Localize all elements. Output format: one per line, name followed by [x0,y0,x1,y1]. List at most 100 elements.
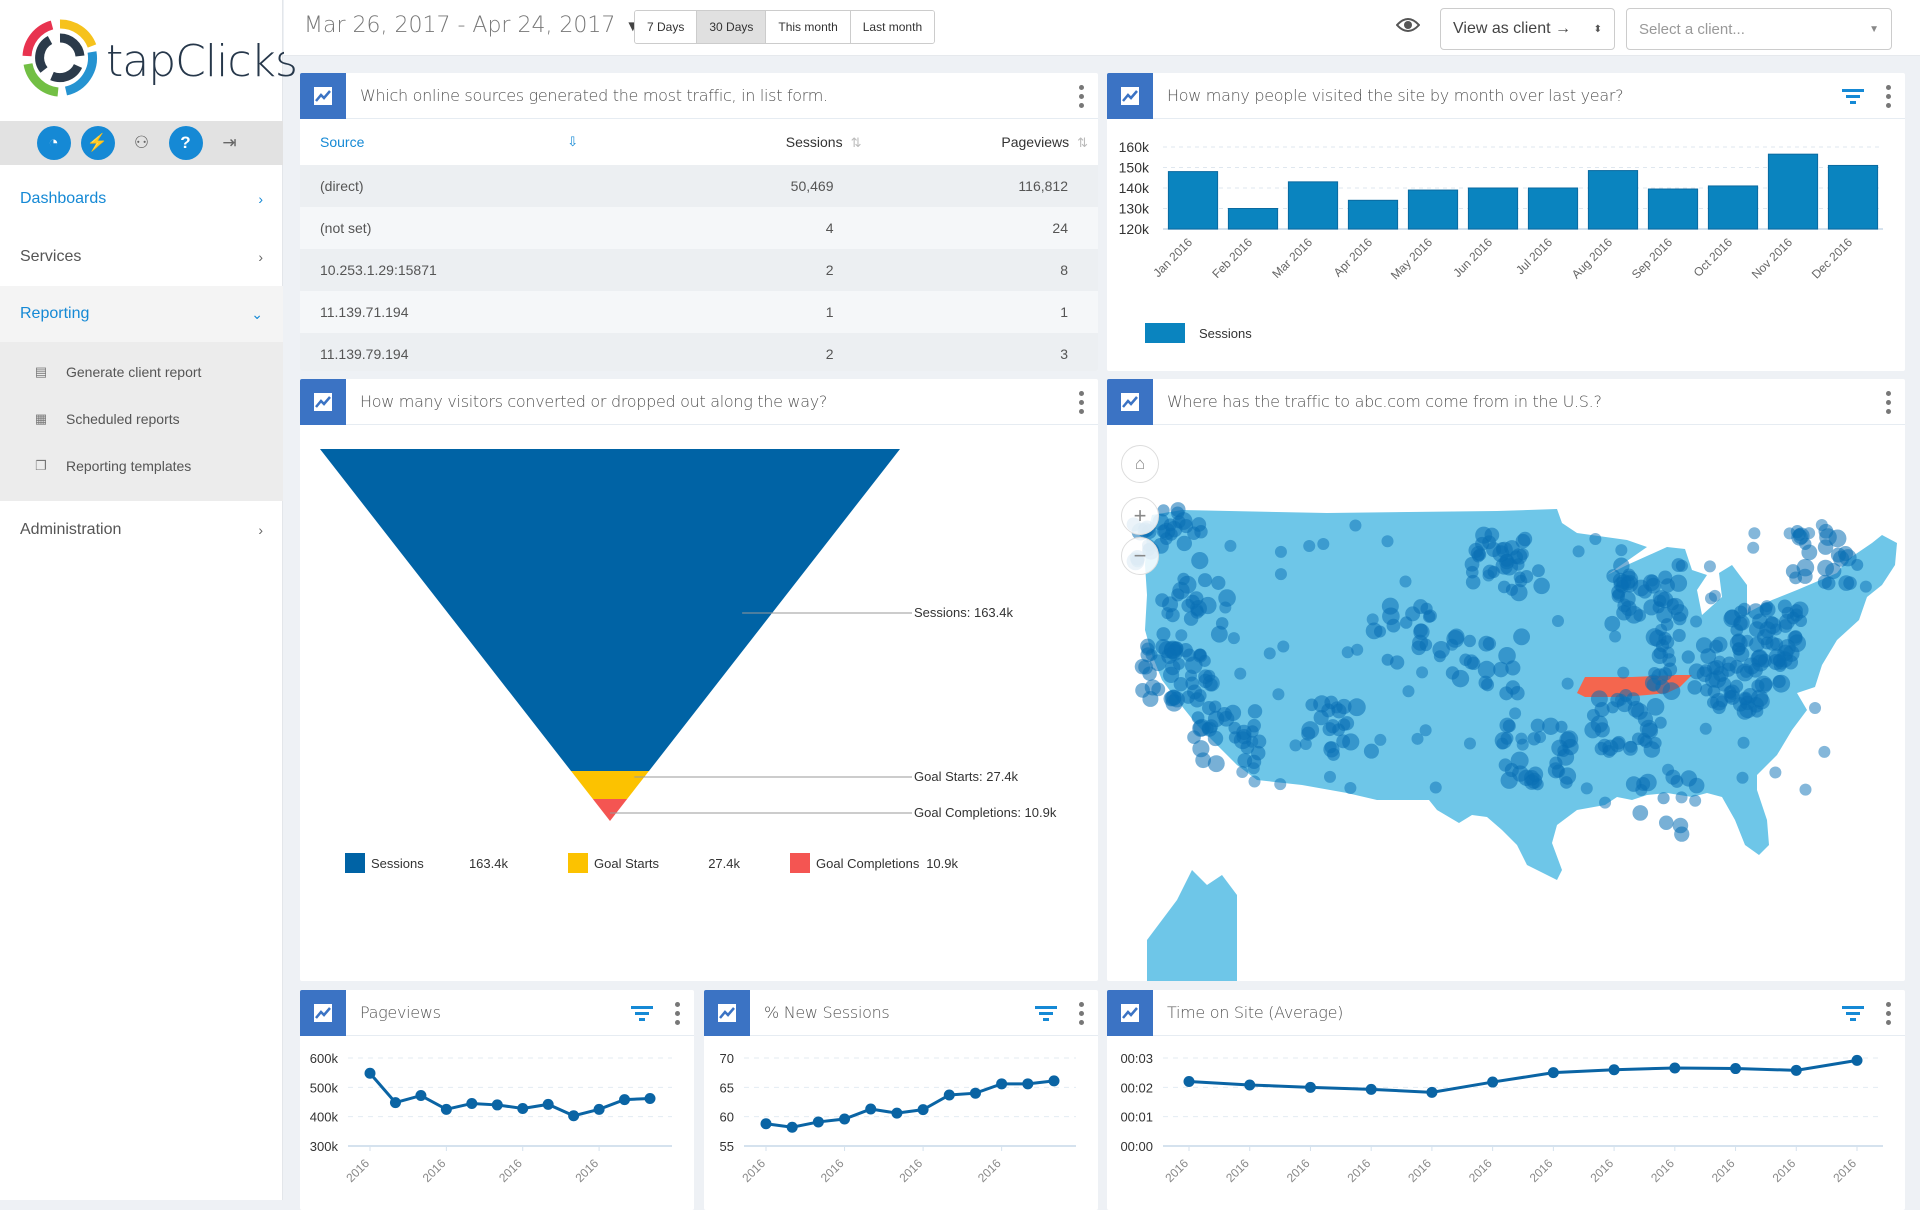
traffic-dot [1818,745,1831,758]
more-options-icon[interactable] [1079,84,1084,108]
sidebar-item-administration[interactable]: Administration › [0,501,283,559]
traffic-dot [1533,577,1550,595]
traffic-dot [1615,544,1628,557]
traffic-dot [1344,782,1357,795]
traffic-dot [1517,531,1533,547]
traffic-dot [1138,659,1154,675]
view-as-select[interactable]: View as client → ⬍ [1440,8,1615,50]
logout-icon[interactable]: ⇥ [222,133,237,152]
traffic-dot [1809,701,1822,714]
traffic-dot [1817,539,1834,555]
sidebar-item-reporting-templates[interactable]: ❐ Reporting templates [0,442,283,489]
trend-chart-icon [1107,379,1153,425]
preset-30-days-button[interactable]: 30 Days [697,11,767,43]
traffic-dot [1250,745,1266,761]
map-zoom-out-button[interactable]: − [1121,537,1159,575]
date-range-picker[interactable]: Mar 26, 2017 - Apr 24, 2017 ▼ [304,13,640,38]
traffic-dot [1277,640,1290,653]
plug-icon[interactable]: ⚡ [80,126,115,160]
filter-icon[interactable] [1842,88,1864,104]
sidebar-item-services[interactable]: Services › [0,228,283,286]
traffic-dot [1193,718,1211,737]
traffic-dot [1715,695,1728,708]
traffic-dot [1747,541,1760,554]
traffic-dot [1337,718,1351,732]
preset-this-month-button[interactable]: This month [766,11,851,43]
traffic-dot [1662,646,1675,659]
y-tick-label: 00:03 [1120,1051,1153,1066]
sidebar-item-label: Generate client report [66,363,202,380]
traffic-dot [1493,661,1509,678]
traffic-dot [1817,559,1834,577]
traffic-dot [1700,683,1713,697]
data-point [644,1092,656,1104]
sort-icon[interactable]: ⇅ [1077,134,1088,150]
more-options-icon[interactable] [1886,1001,1891,1025]
legend-swatch [1145,323,1185,343]
column-header-source[interactable]: Source ⇩ [320,134,579,150]
traffic-dot [1672,817,1689,834]
filter-icon[interactable] [631,1005,653,1021]
sort-desc-icon[interactable]: ⇩ [567,134,579,149]
cell-source: 11.139.79.194 [300,333,669,371]
traffic-dot [1760,600,1773,613]
data-point [786,1121,798,1133]
traffic-dot [1754,675,1773,694]
map-zoom-in-button[interactable]: + [1121,497,1159,535]
filter-icon[interactable] [1035,1005,1057,1021]
user-settings-icon[interactable]: ⚇ [133,133,150,152]
table-row[interactable]: 10.253.1.29:15871 2 8 [300,249,1098,291]
more-options-icon[interactable] [1886,390,1891,414]
y-tick-label: 120k [1119,221,1150,237]
traffic-dot [1750,649,1768,668]
filter-icon[interactable] [1842,1005,1864,1021]
traffic-dot [1530,718,1545,733]
traffic-dot [1317,537,1330,550]
dashboard-gauge-icon[interactable]: ◔ [36,126,71,160]
x-tick-label: May 2016 [1388,235,1435,282]
more-options-icon[interactable] [675,1001,680,1025]
trend-chart-icon [704,990,750,1036]
sidebar-item-scheduled-reports[interactable]: ▦ Scheduled reports [0,395,283,442]
map-home-button[interactable]: ⌂ [1121,445,1159,483]
top-bar: Mar 26, 2017 - Apr 24, 2017 ▼ 7 Days 30 … [284,0,1920,56]
client-select[interactable]: Select a client... ▼ [1626,8,1892,50]
bar [1287,181,1339,230]
traffic-dot [1675,791,1688,804]
eye-icon[interactable] [1396,17,1420,33]
preset-7-days-button[interactable]: 7 Days [635,11,698,43]
column-header-pageviews[interactable]: Pageviews ⇅ [1001,133,1088,150]
x-tick-label: 2016 [1405,1156,1434,1185]
x-tick-label: 2016 [572,1156,601,1185]
table-row[interactable]: (not set) 4 24 [300,207,1098,249]
help-icon[interactable]: ? [168,126,203,160]
column-header-sessions[interactable]: Sessions ⇅ [785,133,862,150]
table-row[interactable]: 11.139.79.194 2 3 [300,333,1098,371]
us-traffic-map[interactable] [1107,425,1905,981]
traffic-dot [1227,632,1240,645]
traffic-dot [1515,732,1528,745]
table-row[interactable]: (direct) 50,469 116,812 [300,165,1098,207]
bar [1167,171,1219,230]
tapclicks-logo[interactable]: tapClicks [20,18,298,98]
traffic-dot [1463,634,1476,648]
sidebar-item-label: Services [20,248,82,265]
sidebar-item-dashboards[interactable]: Dashboards › [0,170,283,228]
table-row[interactable]: 11.139.71.194 1 1 [300,291,1098,333]
more-options-icon[interactable] [1079,1001,1084,1025]
y-tick-label: 00:01 [1120,1110,1153,1125]
more-options-icon[interactable] [1079,390,1084,414]
sidebar-item-reporting[interactable]: Reporting ⌄ [0,286,283,342]
data-point [593,1103,605,1115]
traffic-dot [1732,642,1746,656]
sidebar-item-generate-client-report[interactable]: ▤ Generate client report [0,348,283,395]
preset-last-month-button[interactable]: Last month [850,11,935,43]
traffic-dot [1498,758,1512,772]
more-options-icon[interactable] [1886,84,1891,108]
traffic-dot [1513,628,1531,646]
widget-funnel: How many visitors converted or dropped o… [300,379,1098,981]
sort-icon[interactable]: ⇅ [850,134,862,150]
legend-swatch [568,853,588,873]
traffic-dot [1712,636,1728,653]
traffic-dot [1646,698,1665,716]
